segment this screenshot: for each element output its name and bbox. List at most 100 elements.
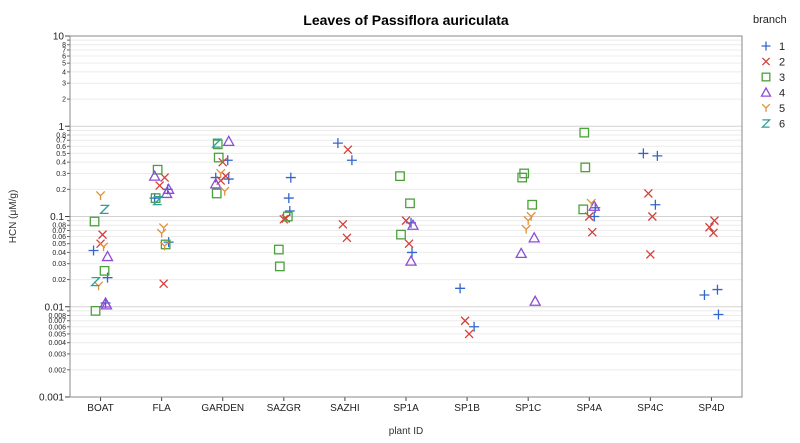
y-tick-label: 0.02 (52, 277, 66, 284)
y-axis-label: HCN (μM/g) (8, 190, 19, 244)
legend-title: branch (753, 14, 787, 26)
data-point-branch-6 (211, 138, 223, 148)
data-point-branch-1 (650, 199, 661, 210)
data-point-branch-1 (469, 321, 480, 332)
y-tick-label: 0.007 (48, 318, 66, 325)
legend-label: 4 (779, 88, 785, 100)
data-point-branch-2 (98, 230, 108, 240)
y-tick-label: 0.05 (52, 241, 66, 248)
data-point-branch-2 (401, 216, 411, 226)
legend-marker-branch-4 (760, 86, 772, 97)
data-point-branch-1 (589, 211, 600, 222)
legend-label: 5 (779, 103, 785, 115)
x-tick-label: SP4C (637, 403, 663, 414)
data-point-branch-3 (99, 265, 110, 276)
y-tick-label: 4 (62, 69, 66, 76)
data-point-branch-5 (159, 241, 170, 251)
data-point-branch-3 (517, 172, 528, 183)
x-tick-label: BOAT (87, 403, 113, 414)
y-tick-label: 0.06 (52, 234, 66, 241)
y-tick-label: 6 (62, 54, 66, 61)
y-tick-label: 3 (62, 81, 66, 88)
x-tick-label: SP1B (454, 403, 480, 414)
data-point-branch-1 (407, 247, 417, 258)
data-point-branch-3 (579, 127, 590, 138)
data-point-branch-3 (152, 164, 163, 175)
data-point-branch-5 (586, 198, 596, 208)
legend-marker-branch-2 (761, 57, 771, 66)
x-tick-label: SP1C (515, 403, 541, 414)
grid-lines (70, 35, 742, 398)
data-point-branch-2 (342, 233, 352, 243)
x-tick-label: SP4D (698, 403, 724, 414)
y-tick-label: 0.6 (56, 144, 66, 151)
y-tick-label: 0.3 (56, 171, 66, 178)
data-point-branch-2 (704, 222, 714, 232)
data-point-branch-5 (526, 211, 536, 221)
data-point-branch-3 (212, 139, 223, 150)
data-point-branch-4 (222, 135, 235, 147)
y-tick-label: 0.07 (52, 228, 66, 235)
data-point-branch-1 (455, 283, 466, 294)
y-tick-label: 0.04 (52, 250, 66, 257)
data-point-branch-1 (285, 172, 296, 183)
legend-marker-branch-5 (761, 103, 771, 112)
data-point-branch-3 (527, 199, 538, 210)
data-point-branch-1 (638, 148, 649, 159)
y-tick-label: 8 (62, 42, 66, 49)
data-points (88, 127, 724, 339)
legend: branch 1 2 3 4 5 6 (753, 14, 787, 131)
data-point-branch-2 (587, 227, 597, 237)
data-point-branch-1 (332, 138, 343, 149)
data-point-branch-2 (645, 249, 655, 259)
data-point-branch-2 (643, 189, 653, 198)
data-point-branch-2 (464, 329, 474, 339)
legend-label: 1 (779, 41, 785, 53)
y-tick-label: 0.005 (48, 331, 66, 338)
data-point-branch-6 (98, 204, 111, 215)
data-point-branch-5 (156, 228, 167, 238)
data-point-branch-3 (405, 198, 415, 209)
data-point-branch-5 (220, 186, 230, 196)
data-point-branch-4 (148, 169, 161, 181)
y-tick-label: 0.8 (56, 132, 66, 139)
data-point-branch-2 (155, 181, 165, 191)
data-point-branch-3 (396, 229, 406, 240)
x-axis-label: plant ID (389, 426, 423, 437)
data-point-branch-2 (404, 239, 414, 249)
legend-label: 3 (779, 72, 785, 84)
data-point-branch-4 (160, 187, 173, 199)
data-point-branch-2 (647, 212, 657, 221)
data-point-branch-1 (346, 155, 357, 166)
y-tick-label: 0.01 (45, 302, 65, 313)
data-point-branch-1 (283, 193, 294, 204)
data-point-branch-2 (709, 216, 719, 226)
y-tick-label: 0.5 (56, 151, 66, 158)
data-point-branch-1 (284, 206, 295, 217)
data-point-branch-4 (209, 177, 222, 189)
data-point-branch-3 (282, 211, 293, 222)
data-point-branch-3 (580, 162, 591, 173)
chart-title: Leaves of Passiflora auriculata (303, 12, 509, 28)
y-tick-label: 0.001 (39, 393, 64, 404)
legend-label: 2 (779, 57, 785, 69)
y-tick-label: 0.08 (52, 223, 66, 230)
y-tick-label: 0.2 (56, 187, 66, 194)
data-point-branch-3 (90, 305, 101, 316)
data-point-branch-6 (89, 276, 102, 287)
data-point-branch-4 (528, 231, 541, 243)
y-tick-label: 0.03 (52, 261, 66, 268)
data-point-branch-4 (404, 254, 418, 266)
data-point-branch-3 (213, 152, 224, 163)
y-tick-label: 1 (58, 122, 64, 133)
x-tick-label: SAZGR (267, 403, 301, 414)
plot-frame (69, 35, 743, 398)
data-point-branch-3 (89, 216, 100, 227)
data-point-branch-5 (95, 190, 106, 200)
data-point-branch-4 (101, 250, 114, 262)
data-point-branch-2 (160, 173, 170, 183)
x-axis-ticks: BOAT FLA GARDEN SAZGR SAZHI SP1A SP1B SP1C SP4A S… (87, 397, 725, 414)
legend-marker-branch-1 (761, 41, 771, 51)
